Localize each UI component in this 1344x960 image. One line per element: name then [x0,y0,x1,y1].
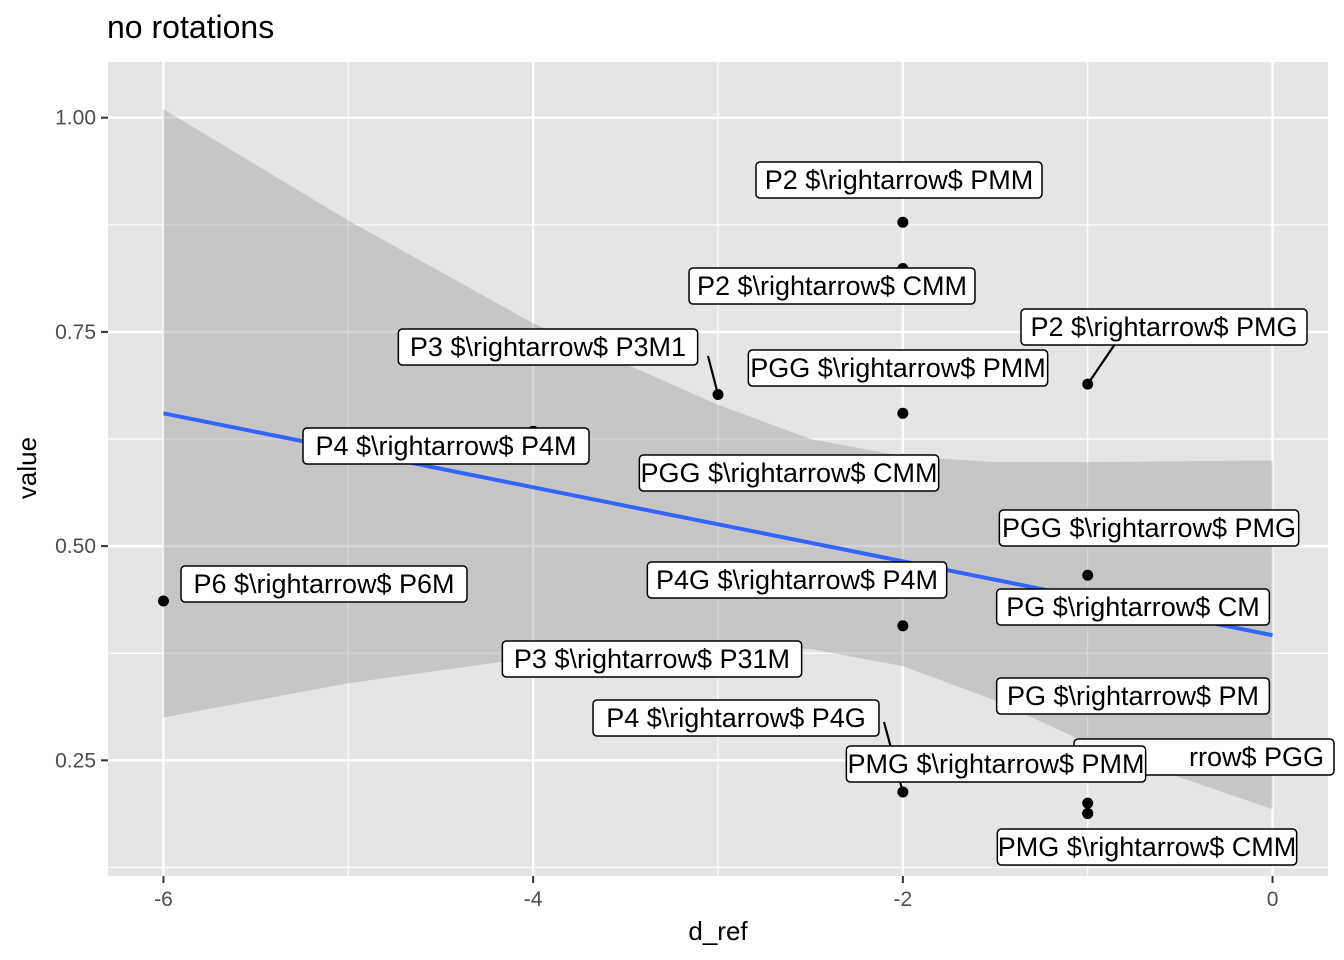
point-label: PG $\rightarrow$ PM [1007,681,1259,711]
point-label-box [755,161,1043,199]
point-label-box [688,267,976,305]
y-axis-title: value [12,437,42,499]
data-point [157,595,169,607]
point-label-box [302,427,590,465]
point-label: PMG $\rightarrow$ CMM [998,832,1297,862]
point-label: P4 $\rightarrow$ P4M [315,431,576,461]
point-label-box [638,454,940,492]
y-tick-label: 1.00 [55,107,96,130]
point-label: P3 $\rightarrow$ P31M [514,644,790,674]
y-tick-label: 0.50 [55,535,96,558]
chart-title: no rotations [107,9,274,45]
point-label-box [180,565,468,603]
point-label-box [501,640,803,678]
point-label-box [397,328,699,366]
y-tick-label: 0.25 [55,749,96,772]
point-label: P2 $\rightarrow$ PMM [765,165,1034,195]
x-tick-label: -2 [894,888,913,911]
x-tick-label: -6 [154,888,173,911]
point-label: P2 $\rightarrow$ PMG [1030,312,1297,342]
data-point [897,407,909,419]
data-point [897,620,909,632]
data-point [1082,569,1094,581]
x-tick-label: 0 [1267,888,1279,911]
point-label: P3 $\rightarrow$ P3M1 [410,332,686,362]
point-labels: P2 $\rightarrow$ PMM P2 $\rightarrow$ CMM… [180,161,1335,866]
data-point [1082,807,1094,819]
point-label-box [996,828,1298,866]
point-label-box [995,588,1271,626]
x-tick-label: -4 [524,888,543,911]
y-tick-label: 0.75 [55,321,96,344]
label-leader-line [706,355,720,395]
point-label: PG $\rightarrow$ CM [1006,592,1260,622]
point-label-box [998,509,1300,547]
point-label: PGG $\rightarrow$ PMG [1002,513,1296,543]
point-label: P4G $\rightarrow$ P4M [656,565,938,595]
data-point [897,216,909,228]
point-label-box [592,699,880,737]
point-label-box [845,745,1147,783]
point-label-box [995,677,1271,715]
x-axis-title: d_ref [688,916,748,946]
point-label: rrow$ PGG [1189,742,1324,772]
label-leader-line [1086,343,1116,385]
point-label-box [747,349,1049,387]
point-label-box [1020,308,1308,346]
axes: -6 -4 -2 0 0.25 0.50 0.75 1.00 [55,107,1278,911]
data-point [1082,797,1094,809]
point-label: PMG $\rightarrow$ PMM [847,749,1144,779]
point-label-box [646,561,948,599]
point-label: P6 $\rightarrow$ P6M [193,569,454,599]
point-label: PGG $\rightarrow$ CMM [640,458,937,488]
point-label: PGG $\rightarrow$ PMM [750,353,1046,383]
point-label: P2 $\rightarrow$ CMM [697,271,967,301]
point-label: P4 $\rightarrow$ P4G [606,703,866,733]
